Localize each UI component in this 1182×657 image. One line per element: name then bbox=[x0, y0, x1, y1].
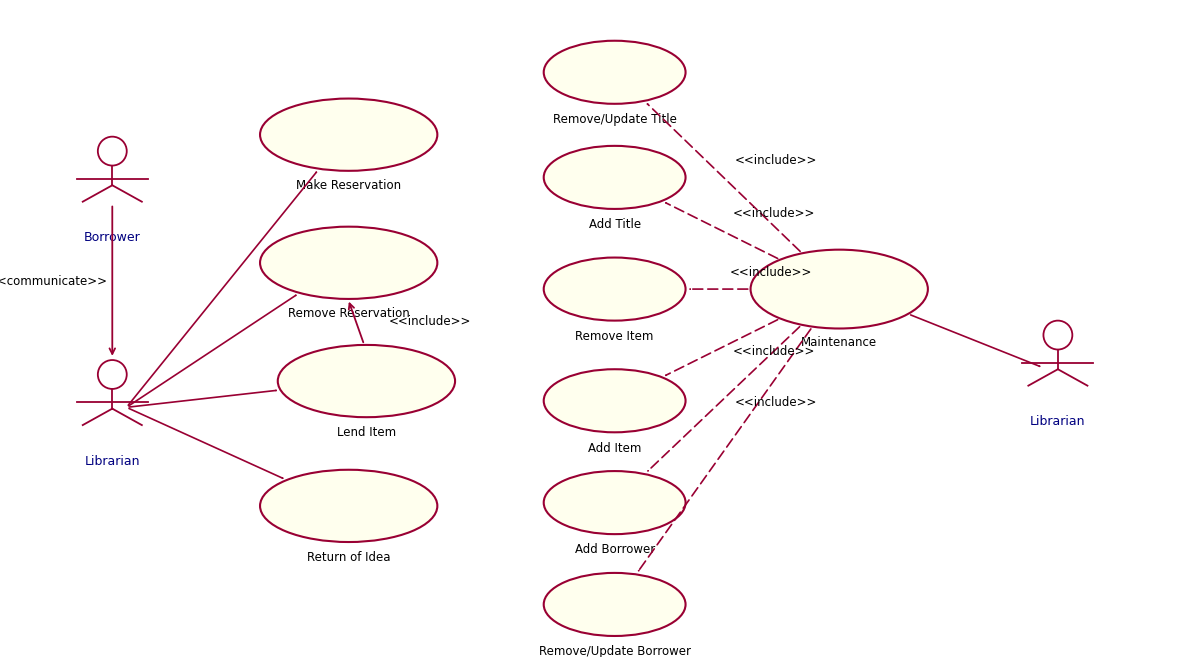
Ellipse shape bbox=[544, 573, 686, 636]
Ellipse shape bbox=[260, 99, 437, 171]
Ellipse shape bbox=[544, 369, 686, 432]
Text: <<include>>: <<include>> bbox=[735, 154, 818, 167]
Text: Remove Reservation: Remove Reservation bbox=[287, 307, 410, 321]
Text: <<communicate>>: <<communicate>> bbox=[0, 275, 108, 288]
Text: Maintenance: Maintenance bbox=[801, 336, 877, 350]
Text: Librarian: Librarian bbox=[85, 455, 139, 468]
Ellipse shape bbox=[260, 470, 437, 542]
Text: Lend Item: Lend Item bbox=[337, 426, 396, 439]
Text: Librarian: Librarian bbox=[1031, 415, 1085, 428]
Text: <<include>>: <<include>> bbox=[389, 315, 472, 328]
Text: Remove/Update Title: Remove/Update Title bbox=[553, 113, 676, 126]
Ellipse shape bbox=[260, 227, 437, 299]
Ellipse shape bbox=[278, 345, 455, 417]
Ellipse shape bbox=[544, 471, 686, 534]
Text: Remove Item: Remove Item bbox=[576, 330, 654, 343]
Text: <<include>>: <<include>> bbox=[735, 396, 818, 409]
Ellipse shape bbox=[751, 250, 928, 328]
Text: Return of Idea: Return of Idea bbox=[307, 551, 390, 564]
Text: Borrower: Borrower bbox=[84, 231, 141, 244]
Ellipse shape bbox=[544, 146, 686, 209]
Text: <<include>>: <<include>> bbox=[730, 266, 812, 279]
Text: Remove/Update Borrower: Remove/Update Borrower bbox=[539, 645, 690, 657]
Text: <<include>>: <<include>> bbox=[733, 208, 816, 220]
Ellipse shape bbox=[544, 41, 686, 104]
Ellipse shape bbox=[544, 258, 686, 321]
Text: <<include>>: <<include>> bbox=[733, 345, 816, 357]
Text: Make Reservation: Make Reservation bbox=[297, 179, 401, 193]
Text: Add Item: Add Item bbox=[587, 442, 642, 455]
Text: Add Borrower: Add Borrower bbox=[574, 543, 655, 556]
Text: Add Title: Add Title bbox=[589, 218, 641, 231]
